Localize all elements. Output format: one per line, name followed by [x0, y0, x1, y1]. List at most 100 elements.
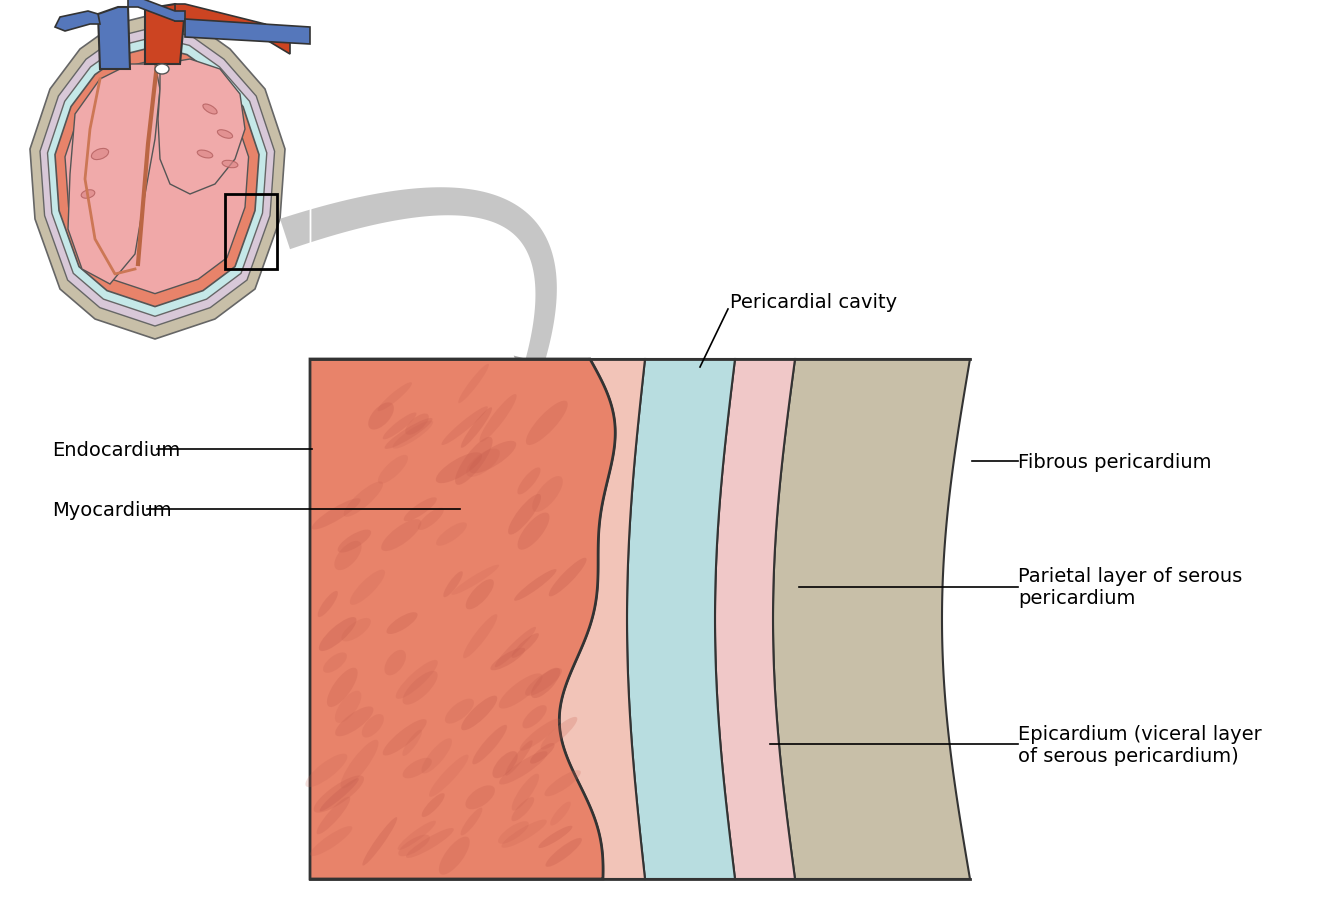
- Ellipse shape: [461, 408, 492, 448]
- Polygon shape: [55, 48, 259, 307]
- Ellipse shape: [508, 494, 541, 535]
- Polygon shape: [55, 12, 100, 32]
- Polygon shape: [559, 359, 644, 879]
- Ellipse shape: [82, 190, 95, 199]
- Ellipse shape: [461, 696, 497, 731]
- Ellipse shape: [499, 674, 543, 709]
- Ellipse shape: [545, 838, 582, 867]
- Ellipse shape: [362, 714, 384, 738]
- Ellipse shape: [91, 149, 108, 161]
- Ellipse shape: [421, 793, 445, 817]
- Ellipse shape: [362, 817, 397, 866]
- Ellipse shape: [155, 65, 168, 75]
- Ellipse shape: [393, 421, 433, 449]
- Polygon shape: [279, 188, 556, 364]
- Ellipse shape: [480, 394, 516, 443]
- Polygon shape: [40, 28, 274, 326]
- Ellipse shape: [551, 801, 571, 825]
- Polygon shape: [185, 20, 310, 45]
- Ellipse shape: [539, 826, 572, 848]
- Ellipse shape: [505, 741, 532, 776]
- Ellipse shape: [320, 778, 358, 811]
- Text: Endocardium: Endocardium: [52, 440, 180, 459]
- Ellipse shape: [404, 498, 437, 522]
- Ellipse shape: [421, 739, 452, 774]
- Ellipse shape: [341, 618, 370, 641]
- Ellipse shape: [328, 668, 357, 708]
- Polygon shape: [715, 359, 796, 879]
- Polygon shape: [310, 359, 615, 879]
- Ellipse shape: [310, 826, 352, 857]
- Ellipse shape: [312, 499, 361, 530]
- Ellipse shape: [336, 691, 361, 723]
- Ellipse shape: [350, 570, 385, 606]
- Ellipse shape: [512, 633, 539, 658]
- Ellipse shape: [402, 730, 422, 756]
- Ellipse shape: [385, 650, 406, 675]
- Ellipse shape: [318, 618, 357, 652]
- Ellipse shape: [495, 627, 536, 667]
- Polygon shape: [175, 5, 290, 55]
- Ellipse shape: [460, 808, 483, 835]
- Polygon shape: [48, 38, 267, 317]
- Polygon shape: [68, 65, 160, 285]
- Text: Parietal layer of serous
pericardium: Parietal layer of serous pericardium: [1017, 567, 1242, 607]
- Ellipse shape: [203, 105, 217, 115]
- Ellipse shape: [338, 530, 372, 553]
- Ellipse shape: [517, 468, 540, 495]
- Ellipse shape: [544, 770, 580, 797]
- Ellipse shape: [441, 407, 488, 446]
- Ellipse shape: [444, 572, 463, 597]
- Ellipse shape: [436, 453, 483, 483]
- Ellipse shape: [382, 413, 417, 440]
- Ellipse shape: [386, 613, 417, 634]
- Text: Myocardium: Myocardium: [52, 500, 171, 519]
- Ellipse shape: [418, 508, 444, 530]
- Ellipse shape: [499, 822, 528, 844]
- Ellipse shape: [397, 821, 436, 850]
- Ellipse shape: [198, 151, 213, 159]
- Ellipse shape: [314, 776, 364, 812]
- Ellipse shape: [529, 743, 555, 764]
- Ellipse shape: [324, 652, 346, 673]
- Ellipse shape: [406, 828, 453, 858]
- Ellipse shape: [402, 671, 437, 705]
- Ellipse shape: [382, 720, 427, 755]
- Text: Fibrous pericardium: Fibrous pericardium: [1017, 452, 1211, 471]
- Ellipse shape: [472, 725, 507, 765]
- Ellipse shape: [405, 414, 429, 436]
- Ellipse shape: [398, 834, 431, 857]
- Ellipse shape: [520, 719, 560, 751]
- Polygon shape: [29, 15, 285, 340]
- Ellipse shape: [396, 660, 437, 699]
- Ellipse shape: [377, 383, 412, 412]
- Ellipse shape: [491, 648, 525, 671]
- Ellipse shape: [429, 754, 468, 797]
- Ellipse shape: [531, 668, 560, 698]
- Polygon shape: [98, 8, 130, 70]
- Ellipse shape: [540, 717, 578, 750]
- Ellipse shape: [467, 449, 500, 477]
- Text: Epicardium (viceral layer
of serous pericardium): Epicardium (viceral layer of serous peri…: [1017, 724, 1262, 765]
- Ellipse shape: [465, 786, 495, 810]
- Ellipse shape: [455, 437, 492, 485]
- Polygon shape: [627, 359, 735, 879]
- Ellipse shape: [452, 565, 499, 596]
- Ellipse shape: [381, 519, 421, 551]
- Ellipse shape: [344, 482, 382, 517]
- Ellipse shape: [336, 707, 373, 736]
- Polygon shape: [773, 359, 971, 879]
- Ellipse shape: [341, 740, 378, 789]
- Ellipse shape: [463, 615, 497, 659]
- Polygon shape: [513, 357, 556, 389]
- Ellipse shape: [436, 523, 467, 546]
- Ellipse shape: [368, 403, 394, 430]
- Ellipse shape: [517, 513, 550, 550]
- Ellipse shape: [512, 774, 539, 811]
- Ellipse shape: [515, 570, 556, 601]
- Ellipse shape: [318, 591, 338, 618]
- Ellipse shape: [469, 441, 516, 474]
- Ellipse shape: [525, 668, 562, 696]
- Text: Pericardial cavity: Pericardial cavity: [730, 292, 897, 312]
- Ellipse shape: [305, 754, 348, 788]
